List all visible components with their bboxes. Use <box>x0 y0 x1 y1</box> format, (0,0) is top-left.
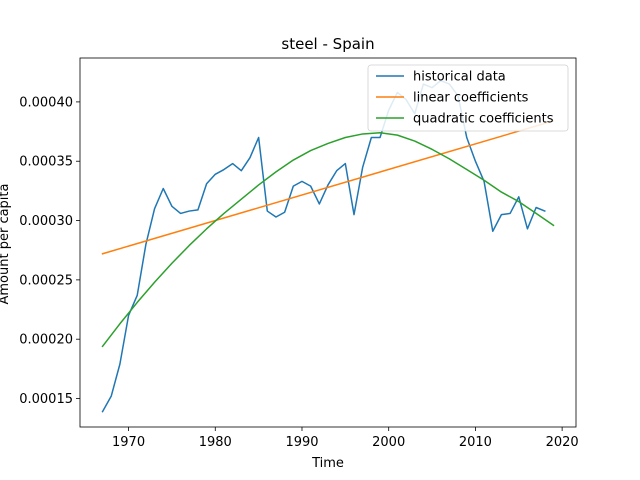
x-tick-label: 1990 <box>285 435 318 450</box>
x-tick-label: 2010 <box>459 435 492 450</box>
legend-label: quadratic coefficients <box>413 112 554 127</box>
y-tick-label: 0.00030 <box>19 214 73 229</box>
axes-layer: 1970 1980 1990 2000 2010 2020 0.00015 0.00020 0.… <box>19 57 579 450</box>
x-tick-label: 2020 <box>546 435 579 450</box>
x-tick-label: 2000 <box>372 435 405 450</box>
series-line-linear-coefficients <box>101 119 555 255</box>
y-tick-label: 0.00025 <box>19 273 73 288</box>
legend-label: historical data <box>413 70 506 85</box>
x-axis-title: Time <box>311 456 344 471</box>
y-tick-label: 0.00015 <box>19 392 73 407</box>
y-tick-label: 0.00040 <box>19 95 73 110</box>
chart-title: steel - Spain <box>281 35 374 53</box>
x-tick-label: 1980 <box>199 435 232 450</box>
series-layer <box>101 79 555 413</box>
legend: historical data linear coefficients quadra… <box>367 64 569 132</box>
axes-frame <box>79 57 577 428</box>
legend-box <box>367 64 569 132</box>
y-tick-label: 0.00035 <box>19 155 73 170</box>
legend-label: linear coefficients <box>413 91 529 106</box>
series-line-quadratic-coefficients <box>101 132 555 348</box>
x-tick-label: 1970 <box>112 435 145 450</box>
y-tick-label: 0.00020 <box>19 333 73 348</box>
y-axis-title: Amount per capita <box>0 184 12 305</box>
series-line-historical-data <box>101 79 546 413</box>
